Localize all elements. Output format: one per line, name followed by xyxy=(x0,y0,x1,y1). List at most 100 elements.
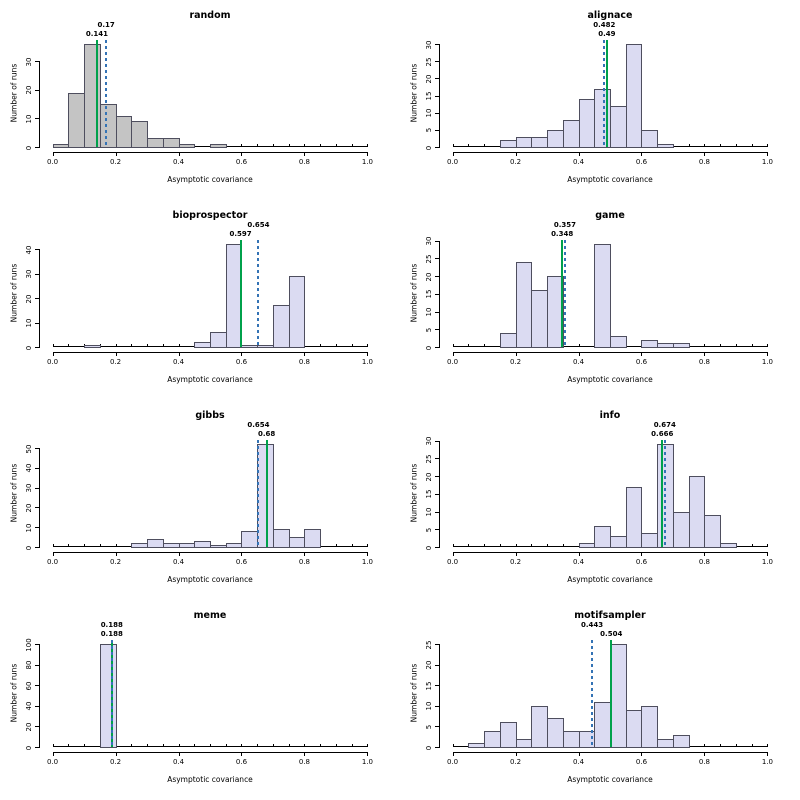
x-tick-label: 0.4 xyxy=(572,358,585,366)
histogram-panel-bioprospector: bioprospector Number of runs Asymptotic … xyxy=(0,200,400,400)
histogram-bar xyxy=(147,138,164,148)
y-tick xyxy=(35,448,39,450)
y-tick xyxy=(35,61,39,63)
y-tick-label: 100 xyxy=(25,637,33,652)
bin-separator xyxy=(484,144,486,147)
histogram-baseline xyxy=(52,146,368,147)
y-axis-title: Number of runs xyxy=(409,663,419,723)
bin-separator xyxy=(304,744,306,747)
solid-green-line xyxy=(605,40,608,147)
y-tick-label: 20 xyxy=(425,472,433,481)
y-tick xyxy=(435,78,439,80)
x-tick-label: 0.2 xyxy=(109,358,122,366)
y-axis-line xyxy=(39,249,40,348)
x-tick xyxy=(641,152,643,156)
bin-separator xyxy=(131,344,133,347)
x-tick-label: 0.0 xyxy=(47,158,59,166)
y-tick xyxy=(435,726,439,728)
x-axis-line xyxy=(52,752,369,753)
bin-separator xyxy=(468,544,470,547)
bin-separator xyxy=(484,344,486,347)
dashed-blue-line xyxy=(110,640,113,747)
histogram-bar xyxy=(578,543,596,548)
bin-separator xyxy=(704,344,706,347)
x-axis-title: Asymptotic covariance xyxy=(567,175,653,184)
x-axis-line xyxy=(52,352,369,353)
bin-separator xyxy=(767,544,769,547)
histogram-bar xyxy=(641,339,659,348)
panel-title: game xyxy=(595,210,625,221)
y-tick xyxy=(435,664,439,666)
bin-separator xyxy=(68,344,70,347)
x-tick-label: 0.0 xyxy=(47,758,59,766)
y-tick xyxy=(435,129,439,131)
bin-separator xyxy=(531,544,533,547)
y-tick-label: 0 xyxy=(425,145,433,150)
y-tick-label: 25 xyxy=(425,254,433,264)
x-axis-line xyxy=(452,152,769,153)
dashed-blue-line xyxy=(257,240,260,347)
dashed-line-label: 0.674 xyxy=(653,421,676,429)
x-tick-label: 0.8 xyxy=(298,558,311,566)
histogram-bar xyxy=(531,136,549,148)
histogram-bar xyxy=(68,92,86,148)
y-tick-label: 25 xyxy=(425,57,433,67)
x-axis-title: Asymptotic covariance xyxy=(167,175,253,184)
dashed-blue-line xyxy=(603,40,606,147)
histogram-bar xyxy=(499,722,517,748)
y-tick-label: 0 xyxy=(425,545,433,550)
y-tick-label: 10 xyxy=(425,507,433,517)
y-tick xyxy=(35,487,39,489)
histogram-bar xyxy=(641,532,659,548)
bin-separator xyxy=(272,144,274,147)
y-axis-title: Number of runs xyxy=(409,263,419,323)
y-tick xyxy=(435,95,439,97)
bin-separator xyxy=(468,344,470,347)
histogram-bar xyxy=(610,644,627,748)
histogram-bar xyxy=(547,129,564,148)
x-tick-label: 0.8 xyxy=(698,758,711,766)
y-tick xyxy=(435,547,439,548)
x-tick-label: 0.0 xyxy=(447,758,459,766)
x-tick xyxy=(367,752,369,756)
bin-separator xyxy=(562,544,564,547)
x-tick xyxy=(115,752,117,756)
y-axis-line xyxy=(39,644,40,748)
x-tick xyxy=(704,152,706,156)
bin-separator xyxy=(52,744,54,747)
x-tick-label: 1.0 xyxy=(361,358,373,366)
bin-separator xyxy=(52,544,54,547)
x-tick xyxy=(515,552,517,556)
histogram-bar xyxy=(484,730,501,748)
bin-separator xyxy=(367,144,369,147)
bin-separator xyxy=(335,744,337,747)
histogram-panel-random: random Number of runs Asymptotic covaria… xyxy=(0,0,400,200)
x-tick-label: 0.2 xyxy=(509,558,522,566)
histogram-bar xyxy=(657,143,674,148)
x-tick-label: 0.8 xyxy=(698,558,711,566)
y-tick xyxy=(435,493,439,495)
histogram-bar xyxy=(562,119,580,148)
x-tick-label: 0.4 xyxy=(172,158,185,166)
y-tick xyxy=(435,347,439,348)
bin-separator xyxy=(304,144,306,147)
bin-separator xyxy=(767,344,769,347)
x-tick-label: 0.8 xyxy=(298,758,311,766)
y-tick-label: 10 xyxy=(25,318,33,328)
bin-separator xyxy=(257,144,259,147)
dashed-line-label: 0.17 xyxy=(97,21,115,29)
x-tick xyxy=(367,552,369,556)
histogram-bar xyxy=(704,515,722,548)
x-tick xyxy=(178,752,180,756)
bin-separator xyxy=(178,344,180,347)
histogram-bar xyxy=(499,140,517,148)
x-axis-line xyxy=(452,352,769,353)
dashed-blue-line xyxy=(563,240,566,347)
bin-separator xyxy=(115,544,117,547)
x-tick xyxy=(115,552,117,556)
y-tick xyxy=(35,147,39,148)
histogram-bar xyxy=(657,738,674,748)
x-tick xyxy=(52,152,54,156)
x-tick-label: 0.0 xyxy=(47,358,59,366)
